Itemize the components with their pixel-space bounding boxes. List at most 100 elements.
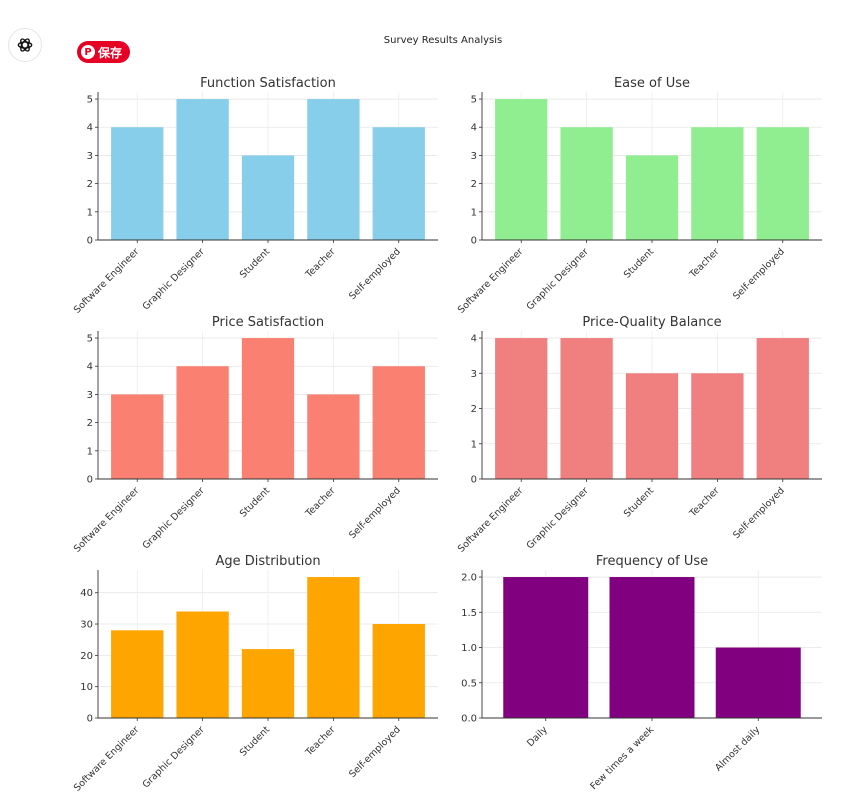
x-tick-label: Software Engineer	[456, 485, 526, 555]
y-tick-label: 1	[471, 439, 477, 450]
bar	[495, 338, 548, 479]
bar	[691, 373, 744, 479]
bar	[625, 155, 679, 240]
bar	[372, 366, 425, 479]
bar	[372, 624, 425, 718]
x-tick-label: Teacher	[687, 485, 722, 520]
x-tick-label: Self-employed	[347, 724, 403, 780]
y-tick-label: 2.0	[461, 573, 477, 584]
x-tick-label: Daily	[525, 724, 550, 749]
bar	[241, 338, 295, 479]
openai-logo-icon	[8, 28, 42, 62]
y-tick-label: 3	[87, 151, 93, 162]
x-tick-label: Student	[238, 246, 272, 280]
bar	[111, 394, 164, 479]
x-tick-label: Graphic Designer	[141, 724, 207, 790]
bar	[372, 127, 425, 240]
x-tick-label: Teacher	[687, 246, 722, 281]
chart-panel: Ease of Use 0 1 2 3 4 5 Software Engineer Graphi…	[456, 76, 822, 316]
y-tick-label: 2	[87, 418, 93, 429]
chart-title: Age Distribution	[215, 554, 320, 569]
y-tick-label: 40	[80, 588, 93, 599]
chart-title: Ease of Use	[614, 76, 690, 91]
x-tick-label: Almost daily	[713, 724, 763, 774]
y-tick-label: 0	[87, 714, 93, 725]
x-tick-label: Teacher	[303, 485, 338, 520]
y-tick-label: 3	[471, 369, 477, 380]
bar	[495, 99, 548, 240]
x-tick-label: Graphic Designer	[525, 246, 591, 312]
bar	[715, 647, 801, 718]
y-tick-label: 0.5	[461, 678, 477, 689]
chart-title: Function Satisfaction	[200, 76, 336, 91]
y-tick-label: 1	[471, 207, 477, 218]
y-tick-label: 2	[87, 179, 93, 190]
bar	[560, 127, 613, 240]
bar	[176, 611, 229, 718]
chart-panel: Frequency of Use 0.0 0.5 1.0 1.5 2.0 Daily Few …	[461, 554, 822, 792]
bar	[560, 338, 613, 479]
y-tick-label: 4	[471, 334, 477, 345]
bar	[503, 577, 589, 718]
bar	[111, 630, 164, 718]
x-tick-label: Self-employed	[347, 485, 403, 541]
y-tick-label: 4	[87, 123, 93, 134]
x-tick-label: Self-employed	[731, 485, 787, 541]
x-tick-label: Software Engineer	[456, 246, 526, 316]
x-tick-label: Software Engineer	[72, 485, 142, 555]
openai-logo-glyph	[17, 38, 33, 52]
bar	[307, 394, 360, 479]
y-tick-label: 0	[471, 475, 477, 486]
y-tick-label: 3	[87, 390, 93, 401]
chart-panel: Price-Quality Balance 0 1 2 3 4 Software Engin…	[456, 315, 822, 555]
bar	[756, 127, 809, 240]
bar	[307, 577, 360, 718]
y-tick-label: 1.5	[461, 608, 477, 619]
y-tick-label: 0	[87, 236, 93, 247]
bar	[241, 649, 295, 718]
pinterest-save-button[interactable]: P 保存	[77, 41, 131, 63]
x-tick-label: Graphic Designer	[141, 485, 207, 551]
chart-panel: Age Distribution 0 10 20 30 40 Software Engine…	[72, 554, 438, 794]
y-tick-label: 20	[80, 651, 93, 662]
bar	[756, 338, 809, 479]
y-tick-label: 0.0	[461, 714, 477, 725]
x-tick-label: Student	[238, 724, 272, 758]
figure-suptitle: Survey Results Analysis	[383, 35, 503, 46]
bar	[691, 127, 744, 240]
y-tick-label: 30	[80, 620, 93, 631]
bar	[609, 577, 695, 718]
y-tick-label: 0	[471, 236, 477, 247]
bar	[241, 155, 295, 240]
x-tick-label: Student	[238, 485, 272, 519]
x-tick-label: Self-employed	[731, 246, 787, 302]
y-tick-label: 4	[471, 123, 477, 134]
bar	[176, 99, 229, 240]
y-tick-label: 1	[87, 446, 93, 457]
chart-title: Price-Quality Balance	[582, 315, 721, 330]
x-tick-label: Graphic Designer	[525, 485, 591, 551]
x-tick-label: Teacher	[303, 246, 338, 281]
y-tick-label: 2	[471, 404, 477, 415]
chart-title: Price Satisfaction	[212, 315, 324, 330]
y-tick-label: 5	[87, 334, 93, 345]
y-tick-label: 2	[471, 179, 477, 190]
y-tick-label: 0	[87, 475, 93, 486]
x-tick-label: Student	[622, 246, 656, 280]
x-tick-label: Graphic Designer	[141, 246, 207, 312]
bar	[176, 366, 229, 479]
y-tick-label: 3	[471, 151, 477, 162]
save-button-label: 保存	[98, 45, 123, 60]
x-tick-label: Student	[622, 485, 656, 519]
pinterest-icon: P	[81, 45, 95, 59]
x-tick-label: Software Engineer	[72, 246, 142, 316]
y-tick-label: 10	[80, 682, 93, 693]
chart-panel: Price Satisfaction 0 1 2 3 4 5 Software Enginee…	[72, 315, 438, 555]
y-tick-label: 1.0	[461, 643, 477, 654]
chart-title: Frequency of Use	[596, 554, 708, 569]
y-tick-label: 5	[87, 95, 93, 106]
x-tick-label: Teacher	[303, 724, 338, 759]
x-tick-label: Software Engineer	[72, 724, 142, 794]
y-tick-label: 4	[87, 362, 93, 373]
